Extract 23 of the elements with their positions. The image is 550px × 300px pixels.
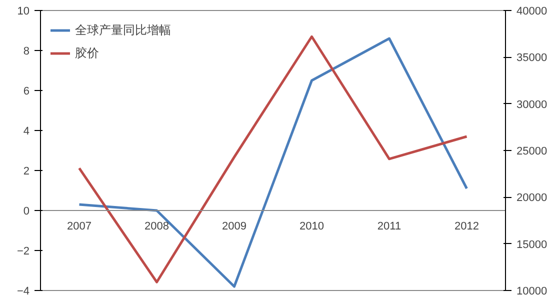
y2-tick-label: 15000	[516, 238, 548, 251]
y-tick-label: −2	[16, 246, 30, 258]
x-tick-label: 2009	[222, 220, 246, 232]
x-tick-label: 2008	[144, 220, 169, 232]
legend-label: 胶价	[75, 44, 99, 62]
y2-tick-label: 20000	[516, 192, 548, 204]
y2-tick-label: 30000	[516, 98, 548, 111]
y-tick-label: 8	[23, 46, 30, 58]
y-tick-label: 0	[23, 206, 30, 218]
y2-tick-label: 40000	[516, 6, 548, 18]
y-tick-label: −4	[16, 286, 30, 298]
legend-label: 全球产量同比增幅	[75, 22, 171, 38]
y-tick-label: 10	[17, 6, 30, 18]
y2-tick-label: 35000	[516, 52, 548, 64]
x-tick-label: 2012	[454, 220, 479, 232]
y-tick-label: 2	[23, 166, 30, 178]
x-tick-label: 2010	[300, 220, 324, 232]
x-tick-label: 2011	[377, 220, 402, 232]
y-tick-label: 4	[23, 126, 30, 138]
y-tick-label: 6	[23, 86, 30, 98]
y2-tick-label: 25000	[516, 146, 548, 158]
y2-tick-label: 10000	[516, 286, 548, 298]
x-tick-label: 2007	[67, 220, 92, 232]
